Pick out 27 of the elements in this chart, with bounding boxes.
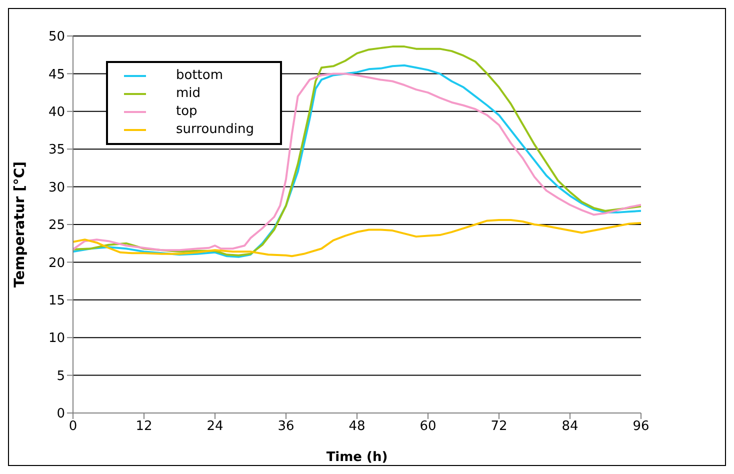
y-tick-label: 15: [48, 294, 65, 309]
x-tick-label: 60: [420, 419, 436, 434]
legend-label: top: [176, 103, 198, 121]
x-tick-label: 12: [136, 419, 152, 434]
y-tick-label: 50: [48, 30, 65, 45]
legend-label: mid: [176, 85, 201, 103]
legend-label: bottom: [176, 67, 224, 85]
x-tick-label: 24: [206, 419, 224, 434]
y-tick-label: 10: [48, 331, 65, 346]
y-tick-label: 20: [48, 256, 65, 271]
y-tick-label: 0: [56, 406, 65, 422]
y-tick-label: 30: [48, 180, 65, 196]
y-tick-label: 35: [48, 142, 65, 158]
y-axis-title: Temperatur [°C]: [12, 161, 28, 288]
x-tick-label: 72: [490, 419, 508, 434]
x-tick-label: 48: [348, 419, 366, 434]
y-tick-label: 45: [48, 67, 65, 82]
y-tick-label: 25: [48, 218, 65, 234]
x-tick-label: 96: [632, 419, 650, 434]
x-tick-label: 84: [562, 419, 578, 434]
y-tick-label: 5: [56, 368, 65, 384]
y-tick-label: 40: [48, 105, 65, 120]
x-axis-title: Time (h): [326, 450, 388, 465]
x-tick-label: 0: [68, 419, 78, 434]
x-tick-label: 36: [278, 419, 294, 434]
legend-label: surrounding: [176, 121, 254, 139]
line-series: [73, 218, 641, 258]
